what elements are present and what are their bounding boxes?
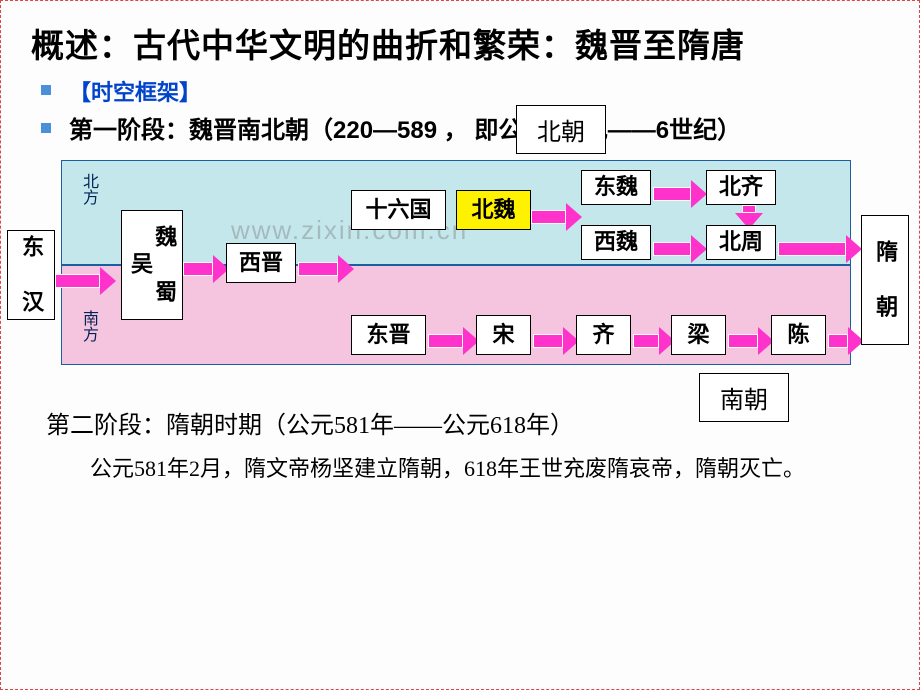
box-liang: 梁 <box>671 315 726 355</box>
arrow-icon <box>828 327 864 355</box>
page-title: 概述：古代中华文明的曲折和繁荣：魏晋至隋唐 <box>1 1 919 75</box>
south-label: 南方 <box>76 310 100 342</box>
bullet-phase1-row: 第一阶段：魏晋南北朝（220—589 ， 即公元3世纪——6世纪） <box>1 113 919 149</box>
north-label: 北方 <box>76 173 100 205</box>
bullet-icon <box>41 85 51 95</box>
box-dongwei: 东魏 <box>581 170 651 205</box>
nanchao-label: 南朝 <box>699 373 789 422</box>
box-qi: 齐 <box>576 315 631 355</box>
arrow-icon <box>633 327 675 355</box>
beichao-label: 北朝 <box>516 105 606 154</box>
box-xiwei: 西魏 <box>581 225 651 260</box>
arrow-icon <box>653 180 707 208</box>
box-chen: 陈 <box>771 315 826 355</box>
box-song: 宋 <box>476 315 531 355</box>
box-beiwei: 北魏 <box>456 190 531 230</box>
arrow-icon <box>531 203 582 231</box>
bullet-icon <box>41 123 51 133</box>
bullet-subtitle-row: 【时空框架】 <box>1 75 919 107</box>
box-weishuwu: 魏 蜀 吴 <box>121 210 183 320</box>
box-donghan: 东 汉 <box>7 230 55 320</box>
arrow-icon <box>778 235 862 263</box>
arrow-icon <box>653 235 707 263</box>
dynasty-diagram: 北朝 北方 南方 www.zixin.com.cn 东 汉 魏 蜀 吴 西晋 十… <box>1 155 920 385</box>
desc-text: 公元581年2月，隋文帝杨坚建立隋朝，618年王世充废隋哀帝，隋朝灭亡。 <box>46 440 889 485</box>
arrow-icon <box>183 255 229 283</box>
box-suichao: 隋 朝 <box>861 215 909 345</box>
arrow-icon <box>298 255 354 283</box>
box-beizhou: 北周 <box>706 225 776 260</box>
phase1-text: 第一阶段：魏晋南北朝（220—589 ， 即公元3世纪——6世纪） <box>69 113 801 149</box>
box-shiliuguo: 十六国 <box>351 190 446 230</box>
subtitle: 【时空框架】 <box>69 75 201 107</box>
arrow-icon <box>428 327 479 355</box>
box-beiqi: 北齐 <box>706 170 776 205</box>
bottom-section: 南朝 第二阶段：隋朝时期（公元581年——公元618年） 公元581年2月，隋文… <box>1 385 919 485</box>
arrow-icon <box>533 327 579 355</box>
box-dongjin: 东晋 <box>351 315 426 355</box>
arrow-icon <box>728 327 774 355</box>
box-xijin: 西晋 <box>226 243 296 283</box>
arrow-icon <box>55 267 116 295</box>
